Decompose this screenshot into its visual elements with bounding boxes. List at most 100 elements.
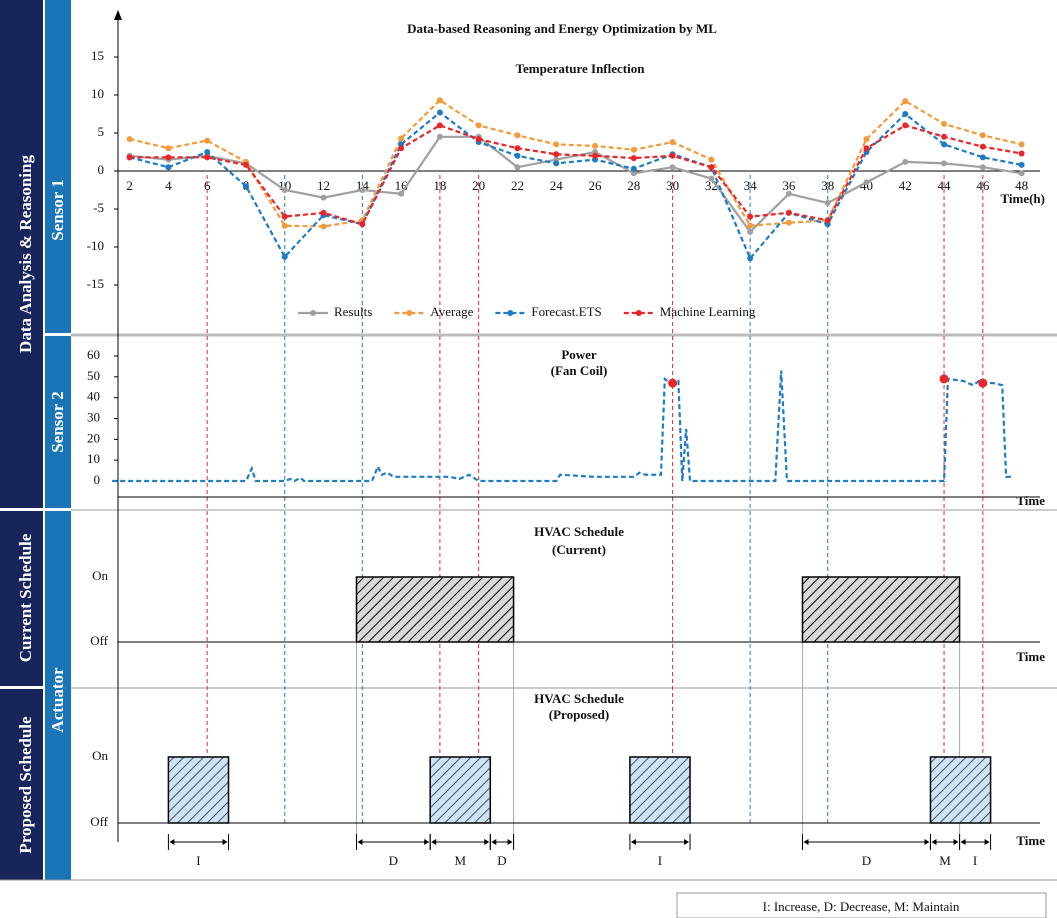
y-tick-label: 20 bbox=[87, 430, 100, 445]
x-tick-label: 46 bbox=[976, 178, 990, 193]
point bbox=[281, 213, 288, 220]
marker-point bbox=[939, 374, 949, 384]
point bbox=[747, 213, 754, 220]
x-tick-label: 26 bbox=[589, 178, 603, 193]
point bbox=[281, 187, 288, 193]
legend-label: Machine Learning bbox=[660, 304, 756, 319]
interval-arrow bbox=[491, 839, 513, 845]
point bbox=[553, 151, 560, 158]
actuator-label: Actuator bbox=[48, 667, 67, 733]
chart-title: HVAC Schedule bbox=[534, 524, 624, 539]
marker-point bbox=[668, 378, 678, 388]
interval-label: D bbox=[389, 853, 398, 868]
point bbox=[514, 132, 521, 139]
point bbox=[941, 141, 948, 148]
point bbox=[592, 142, 599, 149]
point bbox=[204, 137, 211, 144]
y-tick-label: -15 bbox=[87, 276, 104, 291]
schedule-block bbox=[355, 576, 515, 643]
series-line bbox=[129, 98, 1022, 228]
sensor-label: Sensor 1 bbox=[48, 179, 67, 241]
legend-marker bbox=[310, 310, 316, 316]
series-line bbox=[129, 111, 1022, 261]
point bbox=[902, 122, 909, 129]
point bbox=[747, 255, 754, 262]
y-tick-label: 10 bbox=[91, 86, 104, 101]
point bbox=[204, 154, 211, 161]
x-tick-label: 6 bbox=[204, 178, 211, 193]
sensor-band bbox=[45, 336, 71, 508]
legend-marker bbox=[507, 310, 514, 316]
legend-label: Average bbox=[430, 304, 473, 319]
point bbox=[514, 164, 521, 171]
legend-label: Results bbox=[334, 304, 372, 319]
point bbox=[824, 217, 831, 224]
point bbox=[320, 223, 327, 230]
point bbox=[553, 160, 560, 167]
point bbox=[320, 194, 327, 201]
point bbox=[941, 133, 948, 140]
point bbox=[475, 136, 482, 143]
y-tick-label: 30 bbox=[87, 409, 100, 424]
y-tick-label: 5 bbox=[98, 124, 105, 139]
point bbox=[398, 145, 405, 152]
x-tick-label: 30 bbox=[666, 178, 679, 193]
point bbox=[708, 156, 715, 163]
y-label: On bbox=[92, 748, 108, 763]
point bbox=[1018, 150, 1025, 157]
x-tick-label: 44 bbox=[938, 178, 952, 193]
chart-title: Data-based Reasoning and Energy Optimiza… bbox=[407, 21, 717, 36]
chart-subtitle: Temperature Inflection bbox=[516, 61, 646, 76]
point bbox=[785, 209, 792, 216]
sensor-label: Sensor 2 bbox=[48, 391, 67, 453]
group-label: Current Schedule bbox=[16, 533, 35, 662]
y-tick-label: 0 bbox=[94, 472, 101, 487]
point bbox=[708, 175, 715, 182]
point bbox=[669, 164, 676, 171]
x-tick-label: 24 bbox=[550, 178, 564, 193]
y-tick-label: 15 bbox=[91, 48, 104, 63]
interval-label: D bbox=[862, 853, 871, 868]
point bbox=[281, 222, 288, 229]
interval-label: I bbox=[196, 853, 200, 868]
x-tick-label: 34 bbox=[744, 178, 758, 193]
y-label: Off bbox=[90, 814, 108, 829]
point bbox=[436, 97, 443, 104]
point bbox=[165, 164, 172, 171]
point bbox=[126, 154, 133, 161]
point bbox=[979, 132, 986, 139]
point bbox=[1018, 161, 1025, 168]
schedule-block bbox=[167, 756, 230, 824]
x-axis-label: Time(h) bbox=[1000, 191, 1045, 206]
x-axis-label: Time bbox=[1016, 833, 1045, 848]
x-tick-label: 4 bbox=[165, 178, 172, 193]
series-line bbox=[129, 124, 1022, 226]
point bbox=[708, 164, 715, 171]
x-tick-label: 20 bbox=[472, 178, 485, 193]
point bbox=[242, 183, 249, 190]
x-tick-label: 10 bbox=[278, 178, 291, 193]
chart-title: HVAC Schedule bbox=[534, 691, 624, 706]
y-tick-label: 10 bbox=[87, 451, 100, 466]
interval-label: M bbox=[454, 853, 466, 868]
chart-subtitle: (Proposed) bbox=[549, 707, 609, 722]
x-tick-label: 18 bbox=[433, 178, 446, 193]
point bbox=[941, 160, 948, 167]
point bbox=[824, 199, 831, 206]
point bbox=[320, 209, 327, 216]
x-tick-label: 38 bbox=[821, 178, 834, 193]
point bbox=[475, 122, 482, 129]
point bbox=[979, 154, 986, 161]
point bbox=[514, 145, 521, 152]
point bbox=[630, 170, 637, 177]
point bbox=[359, 221, 366, 228]
schedule-block bbox=[629, 756, 691, 824]
interval-label: D bbox=[497, 853, 506, 868]
point bbox=[630, 146, 637, 153]
interval-label: I bbox=[658, 853, 662, 868]
marker-point bbox=[978, 378, 988, 388]
x-tick-label: 36 bbox=[782, 178, 796, 193]
x-tick-label: 48 bbox=[1015, 178, 1028, 193]
y-tick-label: 40 bbox=[87, 389, 100, 404]
